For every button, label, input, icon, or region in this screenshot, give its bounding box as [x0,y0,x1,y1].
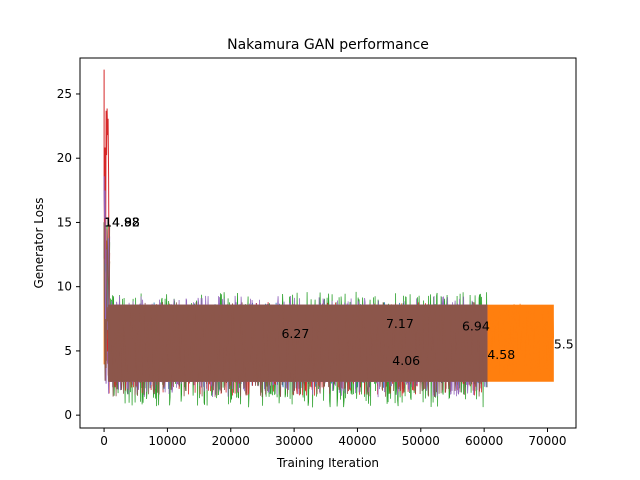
y-tick-label: 0 [64,408,72,422]
data-label: 14.92 [104,214,140,229]
y-axis: 0 5 10 15 20 25 [57,87,80,422]
x-axis-label: Training Iteration [276,456,379,470]
data-label: 4.58 [487,347,515,362]
x-tick-label: 60000 [465,434,503,448]
series-6 [103,222,488,398]
x-axis: 0 10000 20000 30000 40000 50000 60000 70000 [100,428,567,448]
y-axis-label: Generator Loss [32,197,46,288]
y-tick-label: 10 [57,280,72,294]
x-tick-label: 70000 [528,434,566,448]
chart-title: Nakamura GAN performance [227,37,429,53]
x-tick-label: 10000 [148,434,186,448]
x-tick-label: 30000 [275,434,313,448]
axes-frame [79,57,577,429]
y-tick-label: 5 [64,344,72,358]
y-tick-label: 25 [57,87,72,101]
data-label: 14.98 [104,214,140,229]
x-tick-label: 0 [100,434,108,448]
data-label: 4.06 [392,353,420,368]
y-tick-label: 15 [57,215,72,229]
data-label: 6.27 [281,326,309,341]
y-tick-label: 20 [57,151,72,165]
data-label: 7.17 [386,316,414,331]
plot-area [103,69,554,408]
x-tick-label: 20000 [212,434,250,448]
x-tick-label: 50000 [402,434,440,448]
data-label: 5.5 [554,336,574,351]
data-label: 14.88 [104,214,140,229]
x-tick-label: 40000 [338,434,376,448]
data-label: 6.94 [462,319,490,334]
series-6-line [106,302,488,398]
series-6-spike [103,222,111,381]
